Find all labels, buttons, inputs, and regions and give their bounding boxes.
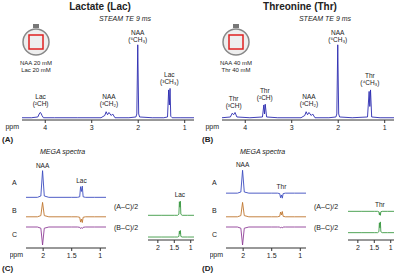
svg-text:1: 1 [98, 252, 102, 259]
svg-text:ppm: ppm [10, 251, 23, 259]
svg-text:Lac(²CH): Lac(²CH) [33, 93, 49, 108]
svg-text:Thr: Thr [277, 183, 288, 190]
svg-text:4: 4 [43, 124, 47, 131]
html-text:NAA 20 mM: NAA 20 mM [20, 60, 52, 66]
html-text:A: A [12, 179, 17, 186]
html-text:(B–C)/2: (B–C)/2 [114, 224, 139, 231]
html-text:Lactate (Lac): Lactate (Lac) [69, 1, 131, 12]
svg-text:NAA(⁶CH₃): NAA(⁶CH₃) [328, 29, 347, 44]
svg-text:2: 2 [241, 252, 245, 259]
html-text:STEAM TE 9 ms: STEAM TE 9 ms [298, 15, 352, 22]
svg-text:3: 3 [290, 124, 294, 131]
svg-text:Lac(³CH₃): Lac(³CH₃) [160, 71, 179, 86]
svg-text:1.5: 1.5 [369, 244, 379, 251]
html-text:(C): (C) [2, 264, 14, 273]
svg-text:Thr(³CH): Thr(³CH) [226, 95, 242, 110]
svg-text:4: 4 [243, 124, 247, 131]
html-text:(B–C)/2: (B–C)/2 [314, 224, 339, 231]
html-text:B: B [212, 207, 217, 214]
svg-text:NAA(⁶CH₃): NAA(⁶CH₃) [128, 29, 147, 44]
html-text:MEGA spectra: MEGA spectra [240, 148, 286, 155]
html-text:NAA 40 mM: NAA 40 mM [220, 60, 252, 66]
svg-text:NAA: NAA [36, 162, 50, 169]
html-text:C: C [212, 231, 218, 238]
html-text:(A–C)/2: (A–C)/2 [114, 203, 139, 210]
svg-text:3: 3 [90, 124, 94, 131]
svg-text:2: 2 [336, 124, 340, 131]
svg-text:1: 1 [383, 124, 387, 131]
svg-text:1.5: 1.5 [267, 252, 277, 259]
svg-text:Lac: Lac [175, 191, 186, 198]
svg-text:Thr: Thr [375, 201, 386, 208]
html-text:Thr 40 mM: Thr 40 mM [221, 67, 251, 73]
html-text:(D): (D) [202, 264, 214, 273]
svg-text:1: 1 [389, 244, 393, 251]
svg-text:NAA(³CH₂): NAA(³CH₂) [100, 93, 118, 108]
html-text:(B): (B) [202, 135, 214, 144]
svg-text:Thr(⁴CH₃): Thr(⁴CH₃) [360, 72, 379, 87]
svg-text:NAA: NAA [236, 161, 250, 168]
svg-text:1.5: 1.5 [169, 244, 179, 251]
html-text:A: A [212, 179, 217, 186]
svg-text:1: 1 [189, 244, 193, 251]
svg-text:2: 2 [356, 244, 360, 251]
svg-text:Thr(²CH): Thr(²CH) [257, 87, 273, 102]
html-text:STEAM TE 9 ms: STEAM TE 9 ms [98, 15, 152, 22]
html-text:(A–C)/2: (A–C)/2 [314, 203, 339, 210]
html-text:C: C [12, 231, 18, 238]
html-text:B: B [12, 207, 17, 214]
svg-text:ppm: ppm [205, 123, 219, 131]
svg-text:2: 2 [136, 124, 140, 131]
svg-text:ppm: ppm [5, 123, 19, 131]
html-text:MEGA spectra: MEGA spectra [40, 148, 86, 155]
html-text:(A): (A) [2, 135, 14, 144]
svg-text:2: 2 [41, 252, 45, 259]
svg-text:1: 1 [298, 252, 302, 259]
svg-text:1: 1 [183, 124, 187, 131]
svg-text:1.5: 1.5 [67, 252, 77, 259]
svg-text:2: 2 [156, 244, 160, 251]
svg-text:ppm: ppm [210, 251, 223, 259]
html-text:Threonine (Thr): Threonine (Thr) [263, 1, 337, 12]
html-text:Lac 20 mM: Lac 20 mM [21, 67, 51, 73]
svg-text:Lac: Lac [76, 177, 87, 184]
svg-text:NAA(³CH₂): NAA(³CH₂) [300, 93, 318, 108]
